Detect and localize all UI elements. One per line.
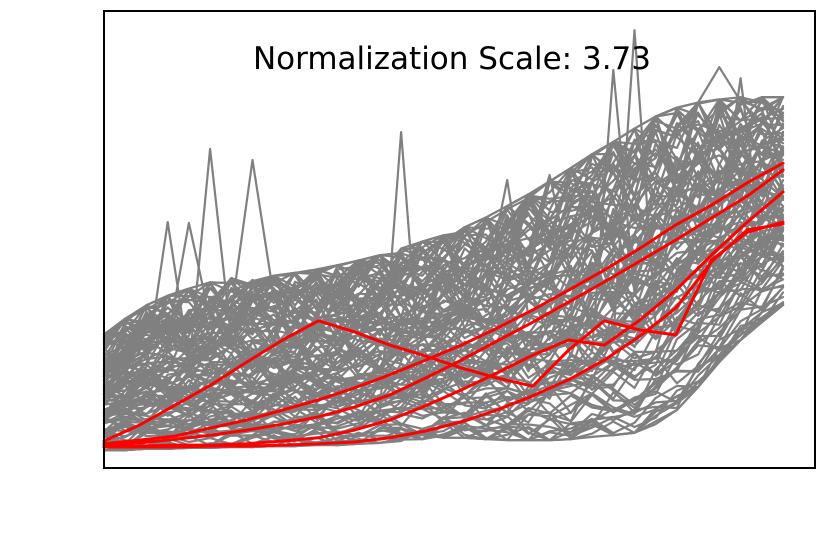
red-highlighted-lines [102, 161, 785, 449]
plot-border [103, 10, 816, 469]
